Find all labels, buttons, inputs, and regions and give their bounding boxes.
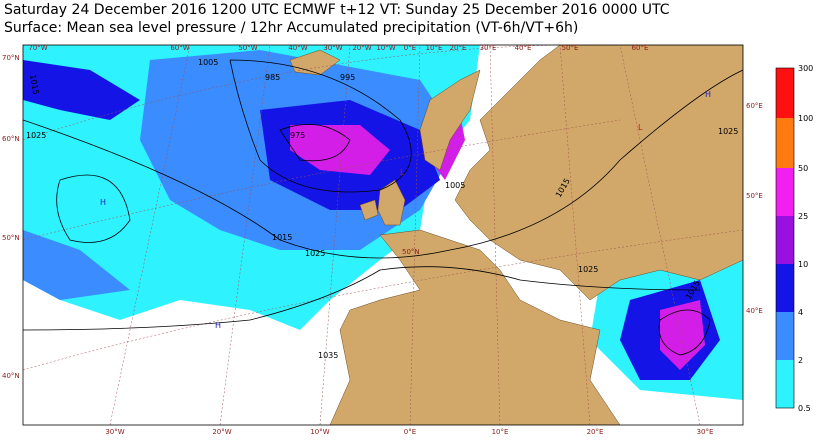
colorbar: 0.5 2 4 10 25 50 100 300 [775,64,813,413]
map-frame [22,44,744,426]
isobar-label: 995 [340,73,355,82]
isobar-label: 1025 [718,127,738,136]
lat-label: 50°E [746,192,763,200]
lat-label: 70°N [2,54,20,62]
lon-label: 30°E [480,44,497,52]
isobar-label: 1005 [445,181,465,190]
lon-label: 60°W [170,44,189,52]
lat-label: 40°N [2,372,20,380]
isobar-line [229,59,412,193]
isobar-label: 1015 [272,233,292,242]
lon-label: 10°E [492,428,509,436]
colorbar-segment [776,264,794,312]
colorbar-frame [775,67,795,409]
colorbar-label: 0.5 [798,404,811,413]
lon-label: 30°E [697,428,714,436]
colorbar-label: 4 [798,308,803,317]
land-south-europe [329,229,621,425]
colorbar-label: 100 [798,114,813,123]
lon-label: 30°W [105,428,124,436]
colorbar-label: 25 [798,212,808,221]
colorbar-segment [776,216,794,264]
lon-label: 70°W [28,44,47,52]
isobar-label: 1035 [318,351,338,360]
isobar-label: 1005 [198,58,218,67]
land-europe [454,45,743,301]
precip-moderate [23,230,130,300]
pressure-centre: H [100,198,106,207]
lon-label: 40°E [515,44,532,52]
pressure-centre: L [400,168,405,177]
colorbar-label: 10 [798,260,808,269]
isobar-line [23,266,701,331]
colorbar-segment [776,68,794,118]
pressure-centre: L [638,123,643,132]
precip-intense [660,300,705,370]
lon-label: 50°W [238,44,257,52]
colorbar-segment [776,168,794,216]
precip-heavy [23,60,140,120]
lon-label: 20°E [587,428,604,436]
isobar-label: 985 [265,73,280,82]
colorbar-segment [776,118,794,168]
lon-label: 0°E [404,428,416,436]
colorbar-segment [776,312,794,360]
lon-label: 10°W [310,428,329,436]
title-line-1: Saturday 24 December 2016 1200 UTC ECMWF… [4,2,670,18]
land-ireland [359,199,379,221]
isobar-label: 975 [290,131,305,140]
lon-label: 30°W [323,44,342,52]
lon-label: 20°W [212,428,231,436]
lon-label: 10°E [426,44,443,52]
land-scandinavia [419,69,481,171]
lat-label: 60°N [2,135,20,143]
isobar-line [279,124,351,162]
pressure-centre: H [215,321,221,330]
colorbar-label: 2 [798,356,803,365]
isobar-line [658,309,711,356]
lat-label: 60°E [746,102,763,110]
isobar-label: 1015 [28,74,40,96]
precip-intense [290,125,390,175]
isobar-line [56,174,131,243]
land-britain [377,179,406,226]
lat-label: 40°E [746,307,763,315]
lon-label: 10°W [376,44,395,52]
lat-label: 50°N [402,248,420,256]
graticule [23,45,743,371]
pressure-centre: H [705,90,711,99]
colorbar-label: 50 [798,164,808,173]
lon-label: 40°W [288,44,307,52]
lon-label: 20°E [450,44,467,52]
title-line-2: Surface: Mean sea level pressure / 12hr … [4,20,578,36]
isobar-label: 1025 [26,131,46,140]
lon-label: 60°E [632,44,649,52]
lon-label: 20°W [352,44,371,52]
isobar-label: 1025 [578,265,598,274]
lat-label: 50°N [2,234,20,242]
lon-label: 50°E [562,44,579,52]
colorbar-segment [776,360,794,408]
map: 70°W 60°W 50°W 40°W 30°W 20°W 10°W 0°E 1… [2,44,763,436]
lon-label: 0°E [404,44,416,52]
isobar-line [23,69,743,259]
isobar-label: 1025 [305,249,325,258]
colorbar-label: 300 [798,64,813,73]
